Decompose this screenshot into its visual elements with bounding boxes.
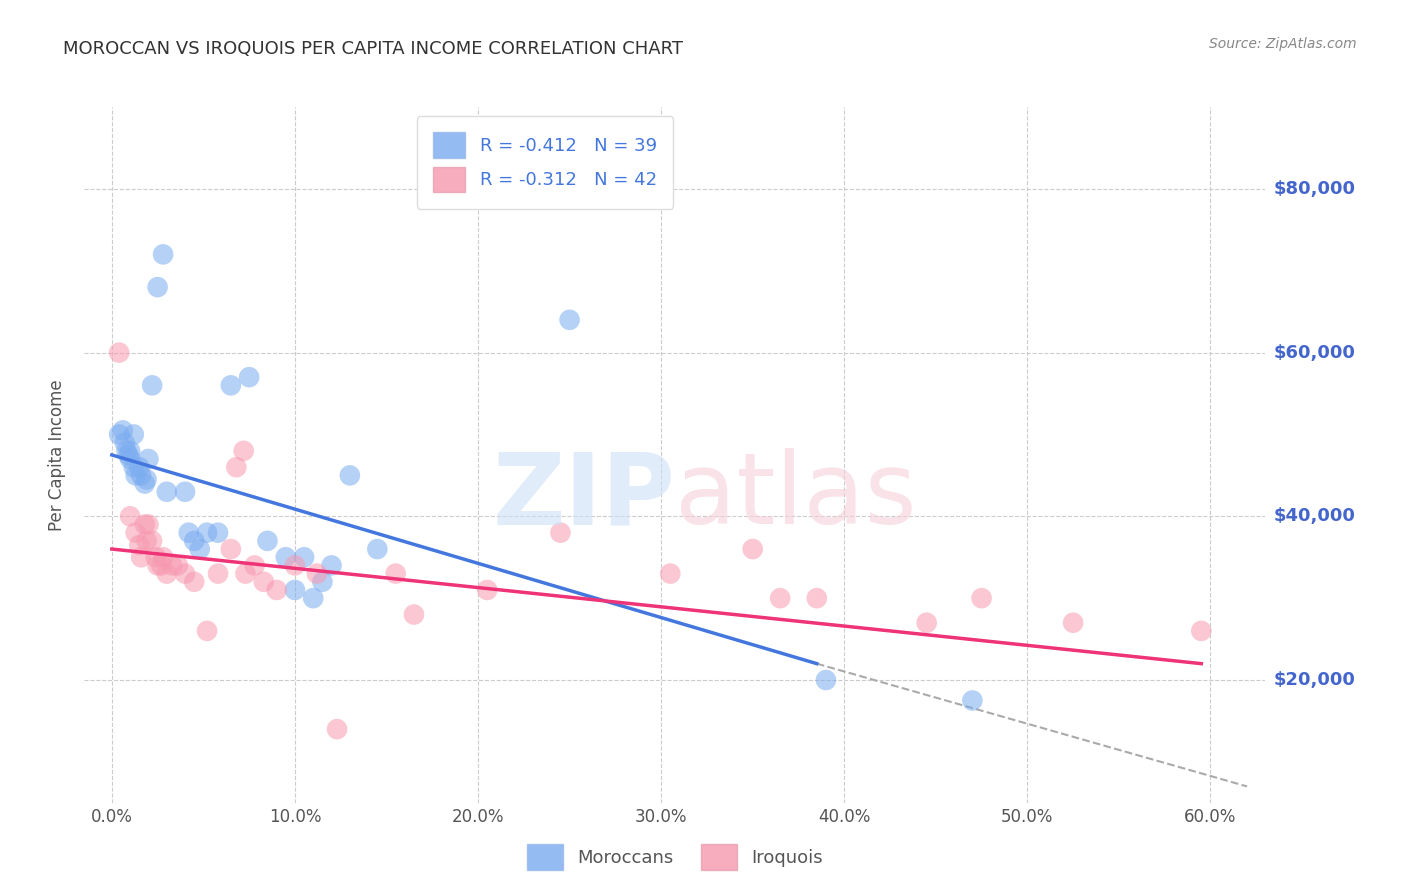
Point bbox=[741, 542, 763, 557]
Point bbox=[311, 574, 333, 589]
Text: atlas: atlas bbox=[675, 448, 917, 545]
Point bbox=[135, 533, 157, 548]
Point bbox=[814, 673, 837, 687]
Text: MOROCCAN VS IROQUOIS PER CAPITA INCOME CORRELATION CHART: MOROCCAN VS IROQUOIS PER CAPITA INCOME C… bbox=[63, 40, 683, 58]
Point bbox=[122, 460, 145, 475]
Point bbox=[120, 452, 142, 467]
Point bbox=[183, 533, 205, 548]
Point bbox=[235, 566, 257, 581]
Point bbox=[243, 558, 266, 573]
Point bbox=[558, 313, 581, 327]
Point bbox=[962, 693, 984, 707]
Point bbox=[225, 460, 247, 475]
Point bbox=[146, 280, 169, 294]
Point bbox=[219, 378, 242, 392]
Point bbox=[114, 435, 136, 450]
Point bbox=[339, 468, 361, 483]
Point bbox=[138, 517, 160, 532]
Point bbox=[384, 566, 406, 581]
Point bbox=[166, 558, 188, 573]
Point bbox=[108, 427, 131, 442]
Point bbox=[152, 247, 174, 261]
Point bbox=[402, 607, 425, 622]
Point bbox=[292, 550, 315, 565]
Point bbox=[115, 443, 138, 458]
Point bbox=[188, 542, 211, 557]
Point bbox=[124, 468, 146, 483]
Point bbox=[177, 525, 200, 540]
Point bbox=[253, 574, 276, 589]
Point bbox=[970, 591, 993, 606]
Point bbox=[195, 624, 218, 638]
Point bbox=[219, 542, 242, 557]
Text: $60,000: $60,000 bbox=[1274, 343, 1355, 361]
Point bbox=[232, 443, 254, 458]
Text: $20,000: $20,000 bbox=[1274, 671, 1355, 689]
Point bbox=[195, 525, 218, 540]
Point bbox=[321, 558, 343, 573]
Point bbox=[550, 525, 572, 540]
Point bbox=[152, 550, 174, 565]
Point bbox=[302, 591, 325, 606]
Point bbox=[141, 533, 163, 548]
Point bbox=[284, 558, 307, 573]
Point bbox=[477, 582, 499, 597]
Point bbox=[162, 558, 184, 573]
Point bbox=[120, 509, 142, 524]
Legend: Moroccans, Iroquois: Moroccans, Iroquois bbox=[512, 830, 838, 884]
Point bbox=[305, 566, 328, 581]
Point bbox=[150, 558, 173, 573]
Point bbox=[326, 722, 349, 736]
Point bbox=[1189, 624, 1212, 638]
Point bbox=[174, 566, 197, 581]
Point bbox=[146, 558, 169, 573]
Point bbox=[256, 533, 278, 548]
Point bbox=[129, 550, 152, 565]
Point bbox=[207, 566, 229, 581]
Text: Source: ZipAtlas.com: Source: ZipAtlas.com bbox=[1209, 37, 1357, 52]
Point bbox=[111, 423, 134, 437]
Point bbox=[156, 566, 179, 581]
Text: $40,000: $40,000 bbox=[1274, 508, 1355, 525]
Point bbox=[134, 517, 156, 532]
Point bbox=[659, 566, 682, 581]
Point bbox=[135, 473, 157, 487]
Point bbox=[141, 378, 163, 392]
Point bbox=[1062, 615, 1084, 630]
Point bbox=[174, 484, 197, 499]
Point bbox=[128, 538, 150, 552]
Point bbox=[122, 427, 145, 442]
Point bbox=[284, 582, 307, 597]
Point bbox=[366, 542, 388, 557]
Point bbox=[915, 615, 938, 630]
Point bbox=[120, 443, 142, 458]
Point bbox=[806, 591, 828, 606]
Text: $80,000: $80,000 bbox=[1274, 180, 1355, 198]
Y-axis label: Per Capita Income: Per Capita Income bbox=[48, 379, 66, 531]
Point bbox=[274, 550, 297, 565]
Point bbox=[117, 448, 139, 462]
Point bbox=[108, 345, 131, 359]
Point bbox=[183, 574, 205, 589]
Point bbox=[124, 525, 146, 540]
Point bbox=[128, 460, 150, 475]
Point bbox=[145, 550, 167, 565]
Point bbox=[769, 591, 792, 606]
Point bbox=[238, 370, 260, 384]
Point bbox=[134, 476, 156, 491]
Point bbox=[207, 525, 229, 540]
Text: ZIP: ZIP bbox=[492, 448, 675, 545]
Point bbox=[129, 468, 152, 483]
Point bbox=[266, 582, 288, 597]
Point bbox=[156, 484, 179, 499]
Point bbox=[138, 452, 160, 467]
